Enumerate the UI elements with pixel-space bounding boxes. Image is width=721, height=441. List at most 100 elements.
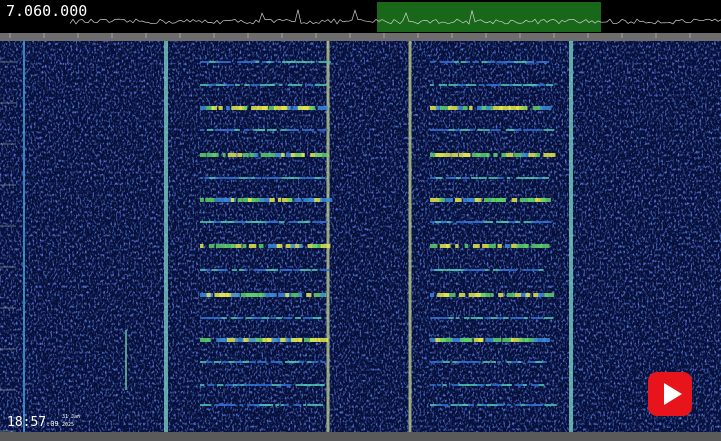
signal-streak [493,338,501,342]
signal-streak [430,84,434,86]
signal-streak [481,293,490,297]
frequency-display: 7.060.000 [6,2,87,20]
signal-streak [237,384,240,386]
signal-streak [503,317,508,319]
signal-streak [430,384,436,386]
signal-streak [489,177,499,179]
signal-streak [250,361,256,363]
signal-streak [244,84,249,86]
signal-streak [507,293,515,297]
signal-streak [260,84,266,86]
signal-streak [234,129,240,131]
signal-streak [434,361,442,363]
signal-streak [277,244,283,248]
signal-streak [450,177,455,179]
signal-streak [232,177,238,179]
signal-streak [231,293,240,297]
signal-streak [526,293,531,297]
signal-streak [259,244,264,248]
signal-streak [213,153,219,157]
signal-streak [479,84,485,86]
signal-streak [216,84,227,86]
signal-streak [445,198,453,202]
signal-streak [543,153,555,157]
signal-streak [539,384,545,386]
signal-streak [281,404,285,406]
signal-streak [477,269,485,271]
signal-streak [498,404,505,406]
signal-streak [486,106,491,110]
signal-streak [501,153,506,157]
signal-streak [299,244,303,248]
signal-streak [515,404,520,406]
signal-streak [256,384,265,386]
signal-streak [237,317,243,319]
signal-streak [303,404,306,406]
signal-streak [239,269,245,271]
signal-streak [318,106,328,110]
signal-streak [239,404,243,406]
signal-streak [287,106,291,110]
signal-streak [293,404,301,406]
signal-streak [230,404,235,406]
signal-streak [272,221,278,223]
signal-streak [207,293,211,297]
signal-streak [475,198,482,202]
signal-streak [512,361,523,363]
signal-streak [252,317,262,319]
signal-streak [498,177,504,179]
signal-streak [248,198,252,202]
clock-date: 31 Jan [62,414,80,420]
signal-streak [259,129,265,131]
signal-streak [507,177,510,179]
carrier-line [164,41,168,432]
signal-streak [430,129,440,131]
signal-streak [262,317,270,319]
signal-streak [200,404,207,406]
signal-streak [498,361,501,363]
signal-streak [513,84,522,86]
signal-streak [223,153,226,157]
signal-streak [207,129,214,131]
signal-streak [260,198,271,202]
signal-streak [262,106,267,110]
signal-streak [430,61,435,63]
signal-streak [473,84,477,86]
signal-streak [200,177,203,179]
signal-streak [315,153,328,157]
signal-streak [214,361,222,363]
play-button[interactable] [648,372,692,416]
signal-streak [537,404,543,406]
signal-streak [308,269,311,271]
signal-streak [451,404,458,406]
signal-streak [271,61,275,63]
signal-streak [228,153,237,157]
signal-streak [469,106,473,110]
signal-streak [470,129,474,131]
signal-streak [291,244,296,248]
signal-streak [317,317,321,319]
signal-streak [286,384,292,386]
signal-streak [251,84,259,86]
signal-streak [444,404,449,406]
sdr-window: 7.060.000 18:57 :09 31 Jan 2025 [0,0,721,441]
signal-streak [441,221,453,223]
signal-streak [285,293,289,297]
signal-streak [518,361,521,363]
signal-streak [484,129,489,131]
signal-streak [274,129,277,131]
clock-year: 2025 [62,422,74,428]
signal-streak [506,153,513,157]
signal-streak [435,153,444,157]
signal-streak [523,384,527,386]
signal-streak [298,338,302,342]
signal-streak [455,198,462,202]
signal-streak [525,244,529,248]
signal-streak [254,153,259,157]
signal-streak [216,244,226,248]
signal-streak [522,153,529,157]
signal-streak [473,61,479,63]
signal-streak [262,177,266,179]
signal-streak [451,153,458,157]
signal-streak [449,129,456,131]
